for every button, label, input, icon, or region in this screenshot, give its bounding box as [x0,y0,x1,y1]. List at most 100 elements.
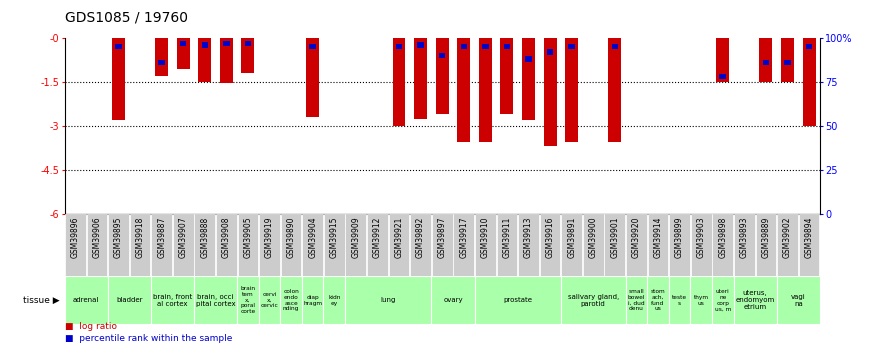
FancyBboxPatch shape [65,214,86,276]
Text: GSM39914: GSM39914 [653,216,662,258]
Bar [177,38,190,69]
Text: vagi
na: vagi na [791,294,806,307]
Text: GSM39912: GSM39912 [373,216,382,258]
FancyBboxPatch shape [625,276,647,324]
Bar [806,44,813,49]
FancyBboxPatch shape [518,214,538,276]
Text: GSM39916: GSM39916 [546,216,555,258]
Bar [180,41,186,46]
FancyBboxPatch shape [777,214,797,276]
Text: prostate: prostate [504,297,532,303]
FancyBboxPatch shape [323,276,345,324]
FancyBboxPatch shape [65,276,108,324]
Bar [565,38,578,142]
Text: GSM39911: GSM39911 [503,216,512,258]
Text: ovary: ovary [444,297,462,303]
FancyBboxPatch shape [712,276,734,324]
Text: adrenal: adrenal [73,297,99,303]
FancyBboxPatch shape [345,276,431,324]
Bar [309,44,316,49]
Text: GSM39920: GSM39920 [632,216,641,258]
FancyBboxPatch shape [410,214,431,276]
Bar [501,38,513,114]
Text: GDS1085 / 19760: GDS1085 / 19760 [65,10,187,24]
Text: cervi
x,
cervic: cervi x, cervic [261,292,279,308]
Text: GSM39890: GSM39890 [287,216,296,258]
Text: GSM39905: GSM39905 [244,216,253,258]
FancyBboxPatch shape [194,276,237,324]
Text: GSM39900: GSM39900 [589,216,598,258]
Text: uteri
ne
corp
us, m: uteri ne corp us, m [714,289,731,311]
Text: thym
us: thym us [694,295,709,306]
FancyBboxPatch shape [237,214,258,276]
Text: GSM39896: GSM39896 [71,216,80,258]
Bar [716,38,729,82]
FancyBboxPatch shape [280,276,302,324]
Bar [116,44,122,49]
Text: ■  log ratio: ■ log ratio [65,322,116,331]
FancyBboxPatch shape [280,214,301,276]
Text: teste
s: teste s [672,295,687,306]
Bar [522,38,535,120]
FancyBboxPatch shape [734,276,777,324]
Bar [220,38,233,83]
FancyBboxPatch shape [87,214,108,276]
FancyBboxPatch shape [431,276,475,324]
FancyBboxPatch shape [302,276,323,324]
Bar [482,44,488,49]
Bar [504,44,510,49]
Bar [306,38,319,117]
FancyBboxPatch shape [734,214,754,276]
FancyBboxPatch shape [216,214,237,276]
Text: GSM39897: GSM39897 [437,216,447,258]
FancyBboxPatch shape [432,214,452,276]
FancyBboxPatch shape [647,276,668,324]
FancyBboxPatch shape [648,214,668,276]
FancyBboxPatch shape [690,276,712,324]
Text: GSM39899: GSM39899 [675,216,684,258]
Text: GSM39893: GSM39893 [740,216,749,258]
Bar [762,60,769,65]
Text: GSM39888: GSM39888 [201,216,210,258]
Text: brain, occi
pital cortex: brain, occi pital cortex [195,294,236,307]
Text: GSM39904: GSM39904 [308,216,317,258]
FancyBboxPatch shape [626,214,647,276]
Bar [112,38,125,120]
Text: GSM39906: GSM39906 [92,216,101,258]
Text: GSM39919: GSM39919 [265,216,274,258]
Bar [396,44,402,49]
FancyBboxPatch shape [194,214,215,276]
Bar [418,42,424,48]
FancyBboxPatch shape [237,276,259,324]
FancyBboxPatch shape [324,214,345,276]
Bar [392,38,406,126]
Text: GSM39891: GSM39891 [567,216,576,258]
FancyBboxPatch shape [346,214,366,276]
FancyBboxPatch shape [669,214,690,276]
FancyBboxPatch shape [605,214,625,276]
Bar [760,38,772,82]
Text: bladder: bladder [116,297,142,303]
Text: ■  percentile rank within the sample: ■ percentile rank within the sample [65,334,232,343]
FancyBboxPatch shape [302,214,323,276]
Text: GSM39892: GSM39892 [416,216,425,258]
Text: GSM39910: GSM39910 [481,216,490,258]
Text: GSM39921: GSM39921 [394,216,403,258]
Text: stom
ach,
fund
us: stom ach, fund us [650,289,666,311]
FancyBboxPatch shape [108,214,129,276]
Bar [242,38,254,73]
Text: GSM39895: GSM39895 [114,216,123,258]
Bar [198,38,211,82]
Text: lung: lung [381,297,396,303]
FancyBboxPatch shape [583,214,604,276]
FancyBboxPatch shape [475,214,495,276]
Text: GSM39898: GSM39898 [719,216,728,258]
FancyBboxPatch shape [130,214,151,276]
Text: GSM39908: GSM39908 [222,216,231,258]
FancyBboxPatch shape [367,214,388,276]
FancyBboxPatch shape [755,214,776,276]
Bar [803,38,815,126]
FancyBboxPatch shape [108,276,151,324]
FancyBboxPatch shape [151,214,172,276]
Text: GSM39889: GSM39889 [762,216,771,258]
